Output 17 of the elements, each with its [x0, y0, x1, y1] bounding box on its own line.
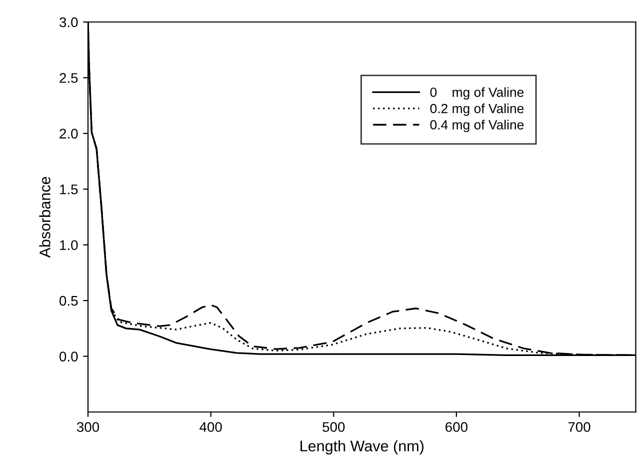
- y-tick-label: 2.5: [60, 73, 78, 83]
- x-axis-title: Length Wave (nm): [300, 440, 424, 454]
- y-axis-title: Absorbance: [39, 176, 50, 258]
- y-tick-label: 0.0: [60, 352, 78, 362]
- x-tick-label: 300: [76, 422, 100, 432]
- y-tick-label: 1.0: [60, 240, 78, 250]
- legend-label: 0.4 mg of Valine: [430, 120, 524, 132]
- y-tick-label: 3.0: [60, 17, 78, 28]
- x-tick-label: 400: [200, 422, 222, 432]
- x-tick-label: 500: [322, 422, 345, 432]
- legend-label: 0 mg of Valine: [430, 87, 524, 100]
- y-tick-label: 1.5: [60, 184, 78, 194]
- x-tick-label: 600: [446, 422, 468, 432]
- x-tick-label: 700: [568, 422, 590, 432]
- y-tick-label: 0.5: [60, 296, 78, 306]
- y-tick-label: 2.0: [60, 128, 78, 139]
- legend-label: 0.2 mg of Valine: [430, 104, 524, 116]
